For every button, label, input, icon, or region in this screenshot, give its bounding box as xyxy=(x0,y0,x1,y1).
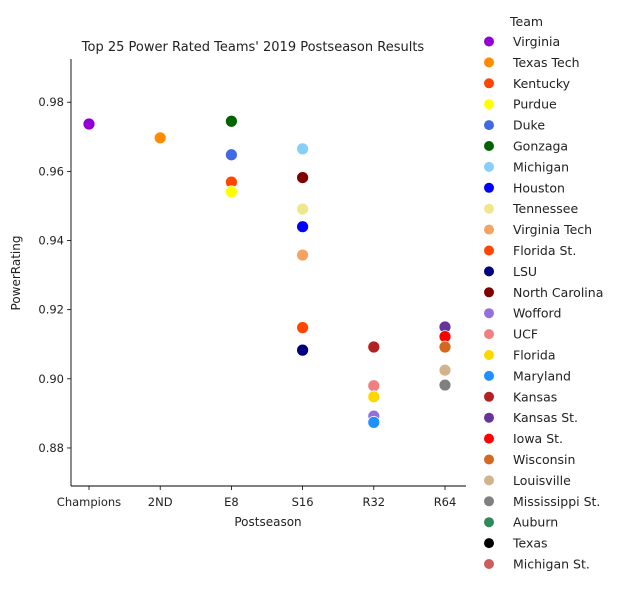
legend-label: Michigan St. xyxy=(513,557,590,572)
legend-label: Tennessee xyxy=(512,201,578,216)
legend-label: North Carolina xyxy=(513,285,603,300)
legend-marker xyxy=(484,224,494,235)
legend-label: Texas Tech xyxy=(512,55,580,70)
data-point xyxy=(438,363,452,377)
data-point xyxy=(367,379,381,393)
legend-label: Gonzaga xyxy=(513,139,568,154)
legend-label: Virginia Tech xyxy=(513,222,592,237)
x-tick-label: Champions xyxy=(57,495,121,509)
x-tick-label: E8 xyxy=(224,495,239,509)
legend-label: Michigan xyxy=(513,159,569,174)
x-axis-ticks: Champions 2ND E8 S16 R32 R64 xyxy=(57,486,457,509)
legend-label: Florida St. xyxy=(513,243,576,258)
legend-label: Louisville xyxy=(513,473,571,488)
legend-marker xyxy=(484,496,494,507)
legend-label: Auburn xyxy=(513,515,558,530)
chart-title: Top 25 Power Rated Teams' 2019 Postseaso… xyxy=(81,40,425,55)
data-point xyxy=(296,142,310,156)
legend-marker xyxy=(484,36,494,47)
legend-marker xyxy=(484,391,494,402)
y-tick-label: 0.94 xyxy=(38,234,64,248)
legend-marker xyxy=(484,57,494,68)
legend-label: LSU xyxy=(513,264,537,279)
legend-marker xyxy=(484,412,494,423)
data-point xyxy=(296,248,310,262)
legend-marker xyxy=(484,245,494,256)
data-point xyxy=(296,343,310,357)
y-tick-label: 0.98 xyxy=(38,95,64,109)
legend-marker xyxy=(484,203,494,214)
legend-label: Wisconsin xyxy=(513,452,575,467)
data-point xyxy=(367,415,381,429)
legend-marker xyxy=(484,287,494,298)
x-tick-label: 2ND xyxy=(148,495,173,509)
legend-marker xyxy=(484,120,494,131)
legend-label: Kentucky xyxy=(513,76,571,91)
legend-marker xyxy=(484,182,494,193)
y-axis-ticks: 0.88 0.90 0.92 0.94 0.96 0.98 xyxy=(38,95,71,455)
legend-title: Team xyxy=(509,14,543,29)
data-point xyxy=(224,148,238,162)
legend-label: Kansas xyxy=(513,389,557,404)
data-point xyxy=(296,321,310,335)
data-point xyxy=(367,390,381,404)
legend-marker xyxy=(484,161,494,172)
legend-marker xyxy=(484,329,494,340)
x-tick-label: R64 xyxy=(434,495,457,509)
y-tick-label: 0.88 xyxy=(38,441,64,455)
y-tick-label: 0.90 xyxy=(38,372,64,386)
legend-label: Iowa St. xyxy=(513,431,563,446)
data-point xyxy=(438,378,452,392)
legend-label: UCF xyxy=(513,327,538,342)
legend: Team Virginia Texas Tech Kentucky Purdue Duk… xyxy=(484,14,603,572)
legend-marker xyxy=(484,538,494,549)
legend-label: Wofford xyxy=(513,306,561,321)
legend-marker xyxy=(484,266,494,277)
legend-marker xyxy=(484,370,494,381)
legend-label: Purdue xyxy=(513,97,557,112)
legend-label: Mississippi St. xyxy=(513,494,600,509)
data-point xyxy=(82,117,96,131)
legend-marker xyxy=(484,78,494,89)
x-tick-label: R32 xyxy=(362,495,385,509)
y-tick-label: 0.96 xyxy=(38,164,64,178)
data-point xyxy=(296,171,310,184)
data-point xyxy=(296,220,310,234)
data-point xyxy=(224,114,238,128)
legend-marker xyxy=(484,475,494,486)
legend-marker xyxy=(484,517,494,528)
legend-label: Kansas St. xyxy=(513,410,578,425)
legend-label: Florida xyxy=(513,348,556,363)
legend-marker xyxy=(484,433,494,444)
data-point xyxy=(367,340,381,354)
legend-marker xyxy=(484,350,494,360)
legend-label: Virginia xyxy=(513,34,560,49)
x-axis-label: Postseason xyxy=(234,515,301,529)
legend-marker xyxy=(484,308,494,319)
legend-label: Maryland xyxy=(513,368,571,383)
data-points xyxy=(82,114,452,429)
data-point xyxy=(296,202,310,216)
legend-marker xyxy=(484,559,494,569)
legend-marker xyxy=(484,454,494,465)
legend-marker xyxy=(484,99,494,110)
data-point xyxy=(438,340,452,354)
legend-label: Texas xyxy=(512,536,548,551)
legend-label: Houston xyxy=(513,180,565,195)
data-point xyxy=(153,131,167,145)
legend-label: Duke xyxy=(513,118,545,133)
y-axis-label: PowerRating xyxy=(9,236,23,311)
plot-area xyxy=(70,59,466,487)
legend-marker xyxy=(484,141,494,151)
data-point xyxy=(224,185,238,199)
x-tick-label: S16 xyxy=(292,495,314,509)
y-tick-label: 0.92 xyxy=(38,303,64,317)
